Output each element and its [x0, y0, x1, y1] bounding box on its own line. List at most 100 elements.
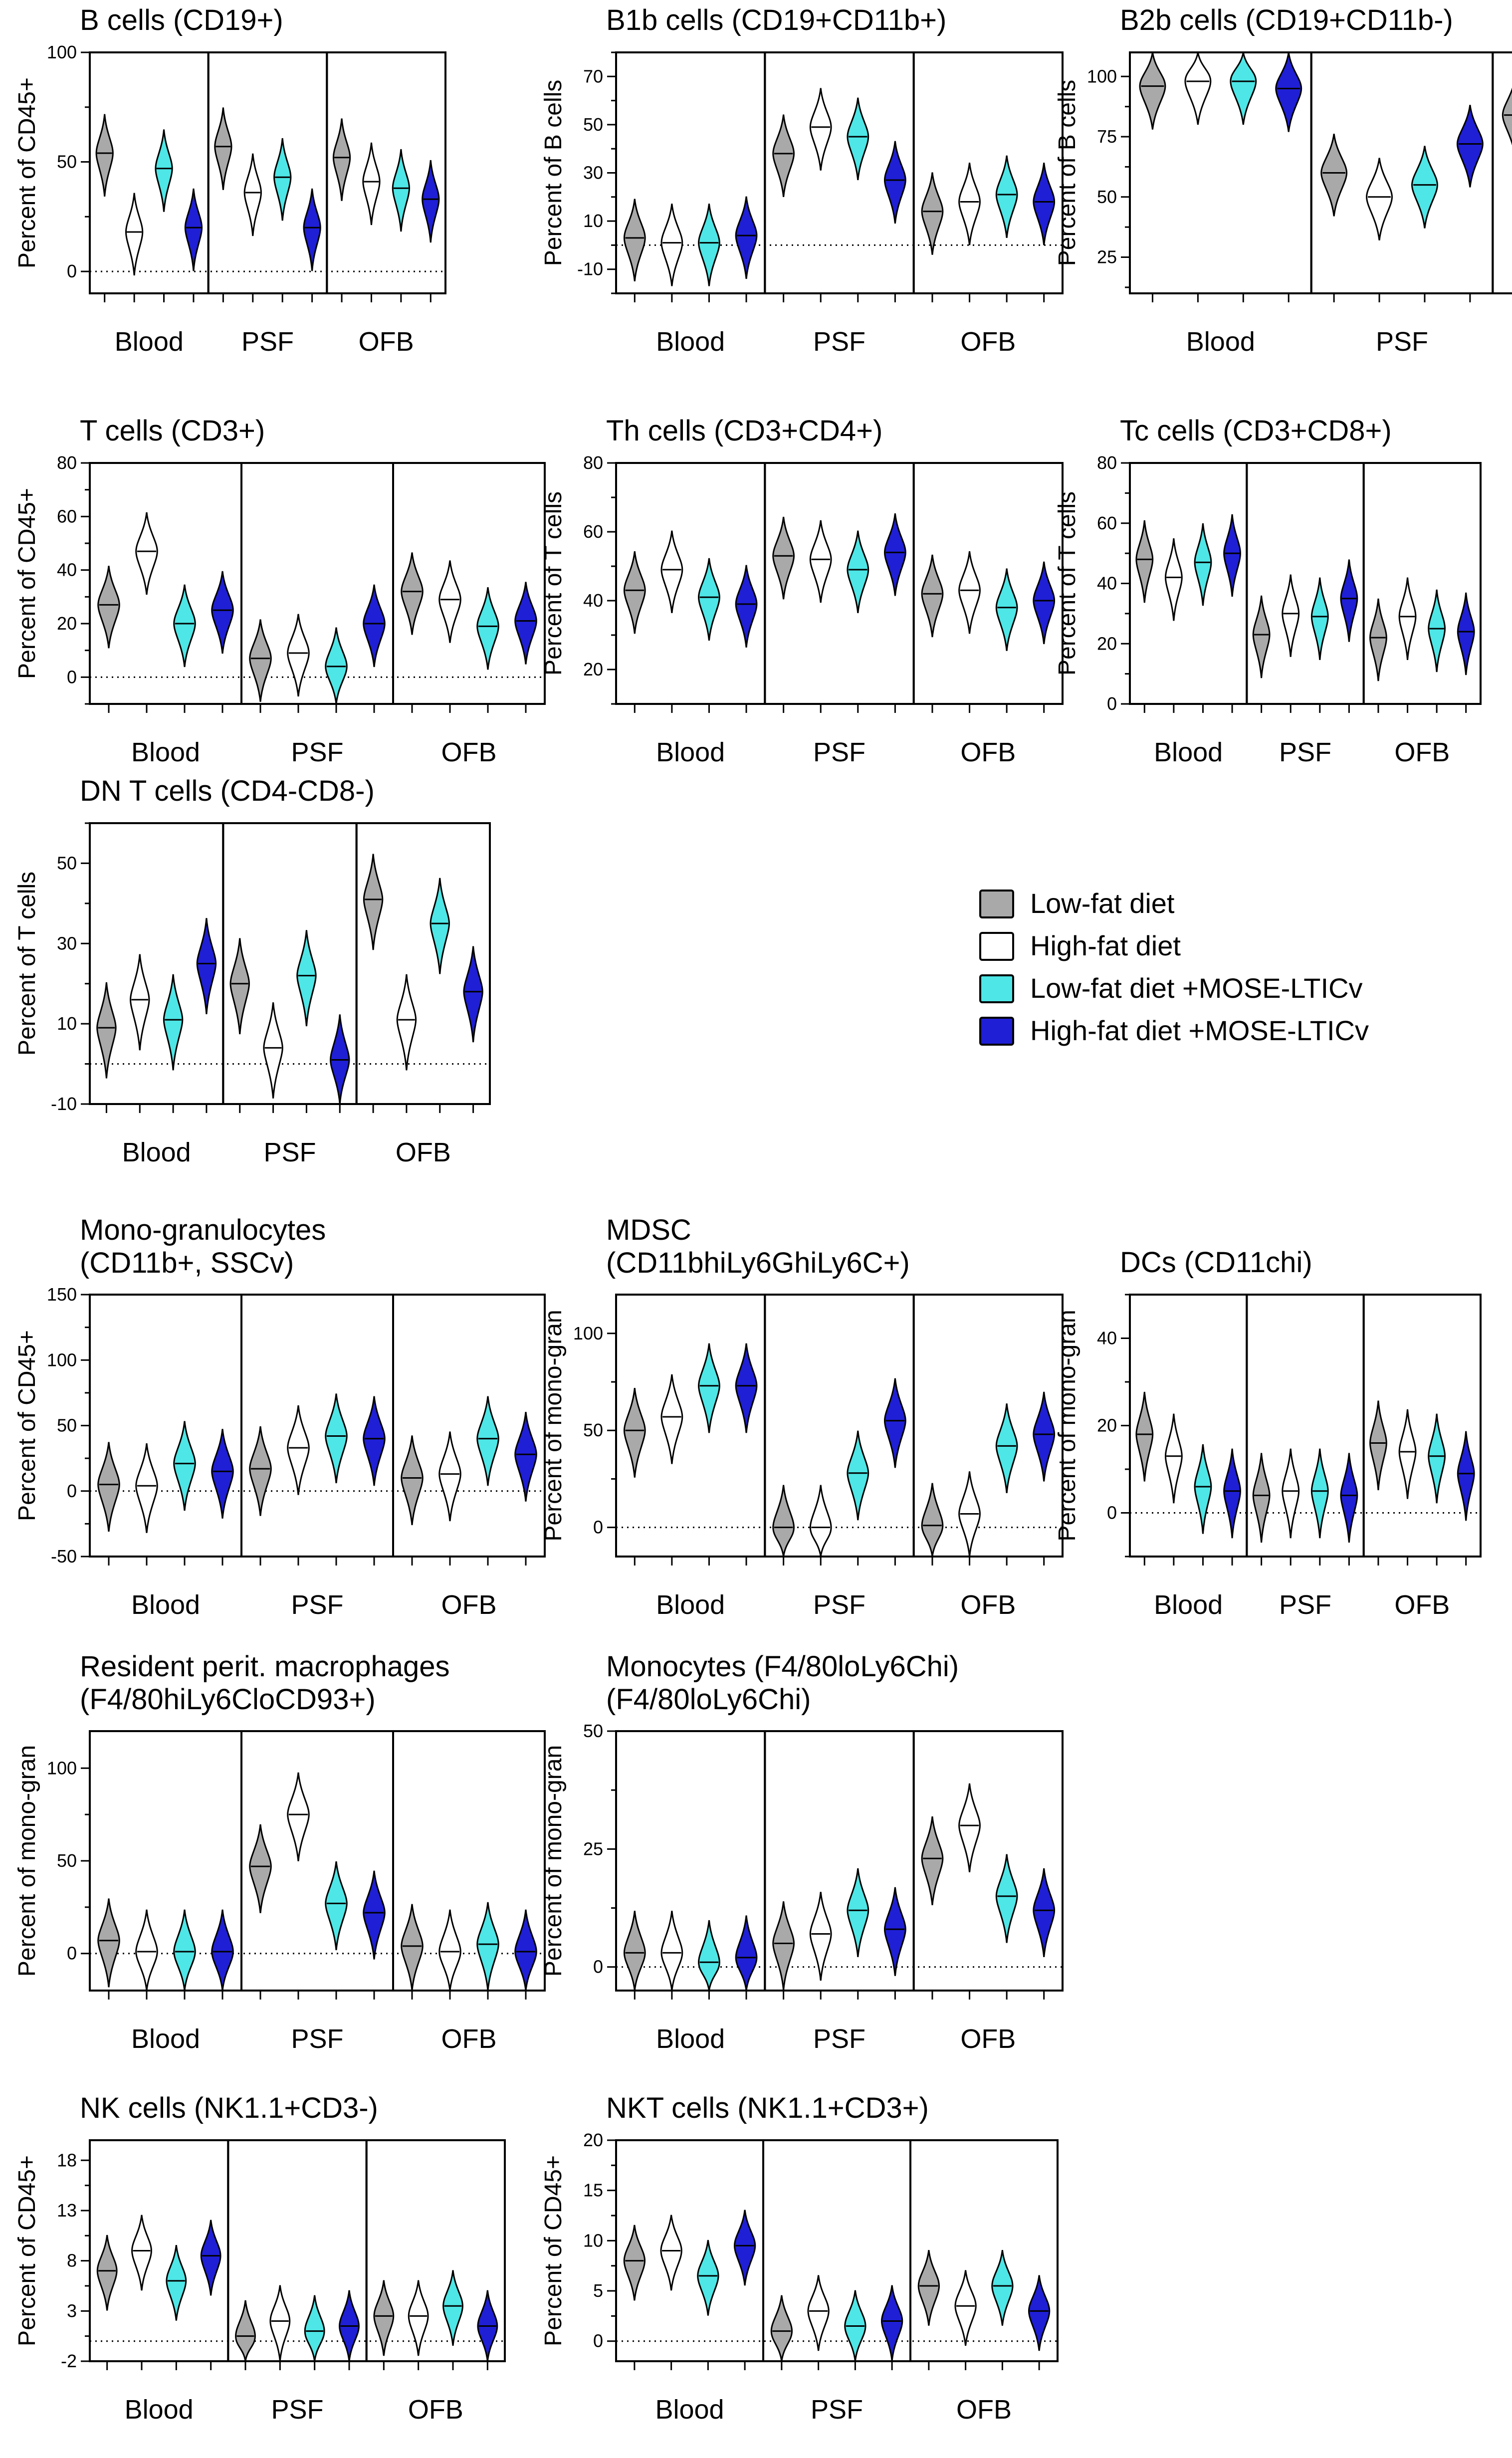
group-box — [912, 462, 1064, 705]
violin — [304, 2295, 325, 2362]
y-tick-label: 50 — [583, 1420, 603, 1440]
y-axis-label: Percent of mono-gran — [1054, 1310, 1080, 1541]
y-axis-label: Percent of T cells — [14, 872, 40, 1056]
violin — [958, 1783, 981, 1872]
violin — [196, 918, 217, 1014]
violin — [623, 1910, 646, 1991]
group-label: PSF — [241, 327, 294, 357]
chart-title: (CD11b+, SSCv) — [80, 1247, 294, 1279]
violin — [211, 571, 234, 654]
group-label: Blood — [131, 2024, 200, 2054]
chart-panel: B1b cells (CD19+CD11b+) Percent of B cell… — [540, 4, 1064, 357]
violin — [184, 188, 203, 271]
chart-panel: DN T cells (CD4-CD8-) Percent of T cells -… — [14, 775, 491, 1167]
violin — [1275, 52, 1302, 132]
violin — [96, 2235, 118, 2311]
violin — [249, 1426, 272, 1516]
violin — [214, 107, 232, 190]
chart-panel: Tc cells (CD3+CD8+) Percent of T cells 0 20… — [1054, 415, 1482, 767]
violin — [883, 141, 906, 224]
group-label: Blood — [1154, 1590, 1223, 1620]
violin — [325, 1393, 348, 1484]
violin — [173, 1421, 196, 1511]
violin — [476, 587, 499, 670]
chart-title: Monocytes (F4/80loLy6Chi) — [606, 1650, 959, 1683]
y-tick-label: 100 — [573, 1323, 603, 1343]
chart-title: NKT cells (NK1.1+CD3+) — [606, 2092, 929, 2124]
y-tick-label: 0 — [67, 667, 77, 687]
violin — [96, 982, 117, 1079]
group-label: Blood — [1154, 737, 1223, 767]
chart-title: Mono-granulocytes — [80, 1214, 326, 1246]
violin — [1320, 134, 1348, 217]
y-tick-label: 25 — [1097, 247, 1117, 267]
violin — [476, 1902, 499, 1991]
violin — [623, 1388, 646, 1478]
violin — [363, 854, 384, 950]
violin — [735, 1915, 758, 1991]
violin — [392, 149, 411, 232]
violin — [623, 551, 646, 634]
group-label: Blood — [122, 1137, 191, 1167]
y-tick-label: 18 — [57, 2150, 77, 2170]
violin — [697, 2239, 719, 2316]
violin — [1033, 163, 1056, 245]
group-box — [365, 2139, 506, 2362]
chart-title: DN T cells (CD4-CD8-) — [80, 775, 375, 807]
violin — [921, 1816, 944, 1906]
y-tick-label: 30 — [583, 163, 603, 183]
violin — [847, 1868, 869, 1958]
violin — [1033, 561, 1056, 645]
y-tick-label: 10 — [57, 1013, 77, 1034]
violin — [921, 1483, 944, 1557]
group-box — [909, 2139, 1059, 2362]
violin — [155, 129, 173, 212]
violin — [235, 2300, 256, 2362]
legend-swatch — [979, 1017, 1014, 1046]
group-label: PSF — [813, 1590, 865, 1620]
y-tick-label: 0 — [1107, 1503, 1117, 1523]
y-axis-label: Percent of B cells — [540, 80, 567, 266]
violin — [660, 204, 683, 286]
chart-title: (F4/80loLy6Chi) — [606, 1683, 811, 1716]
violin — [438, 1431, 461, 1522]
violin — [97, 1442, 120, 1532]
violin — [1164, 1413, 1183, 1504]
violin — [476, 1396, 499, 1486]
violin — [698, 204, 720, 286]
legend-swatch — [979, 890, 1014, 918]
violin — [660, 1374, 683, 1464]
group-label: Blood — [656, 2024, 725, 2054]
y-tick-label: 20 — [583, 659, 603, 679]
violin — [1457, 592, 1475, 675]
violin — [1252, 1453, 1271, 1543]
chart-panel: Resident perit. macrophages(F4/80hiLy6Cl… — [14, 1650, 546, 2054]
violin — [772, 1485, 795, 1557]
group-label: Blood — [131, 737, 200, 767]
y-tick-label: -10 — [51, 1094, 77, 1114]
group-label: PSF — [1279, 737, 1331, 767]
violin — [332, 118, 351, 201]
y-tick-label: 13 — [57, 2200, 77, 2221]
y-tick-label: 70 — [583, 66, 603, 86]
violin — [1184, 52, 1212, 125]
violin — [1282, 1448, 1300, 1539]
violin — [772, 516, 795, 600]
violin — [735, 1343, 758, 1433]
y-tick-label: 60 — [1097, 513, 1117, 533]
violin — [958, 551, 981, 634]
violin — [287, 1405, 310, 1495]
violin — [698, 1920, 720, 1991]
violin — [1310, 577, 1329, 660]
legend-swatch — [979, 932, 1014, 961]
violin — [1223, 1448, 1241, 1539]
group-label: OFB — [960, 1590, 1016, 1620]
y-tick-label: -10 — [577, 259, 603, 279]
violin — [325, 627, 348, 704]
violin — [97, 1898, 120, 1988]
violin — [303, 188, 321, 271]
violin — [396, 974, 417, 1071]
y-tick-label: 20 — [1097, 633, 1117, 654]
group-box — [326, 51, 446, 294]
